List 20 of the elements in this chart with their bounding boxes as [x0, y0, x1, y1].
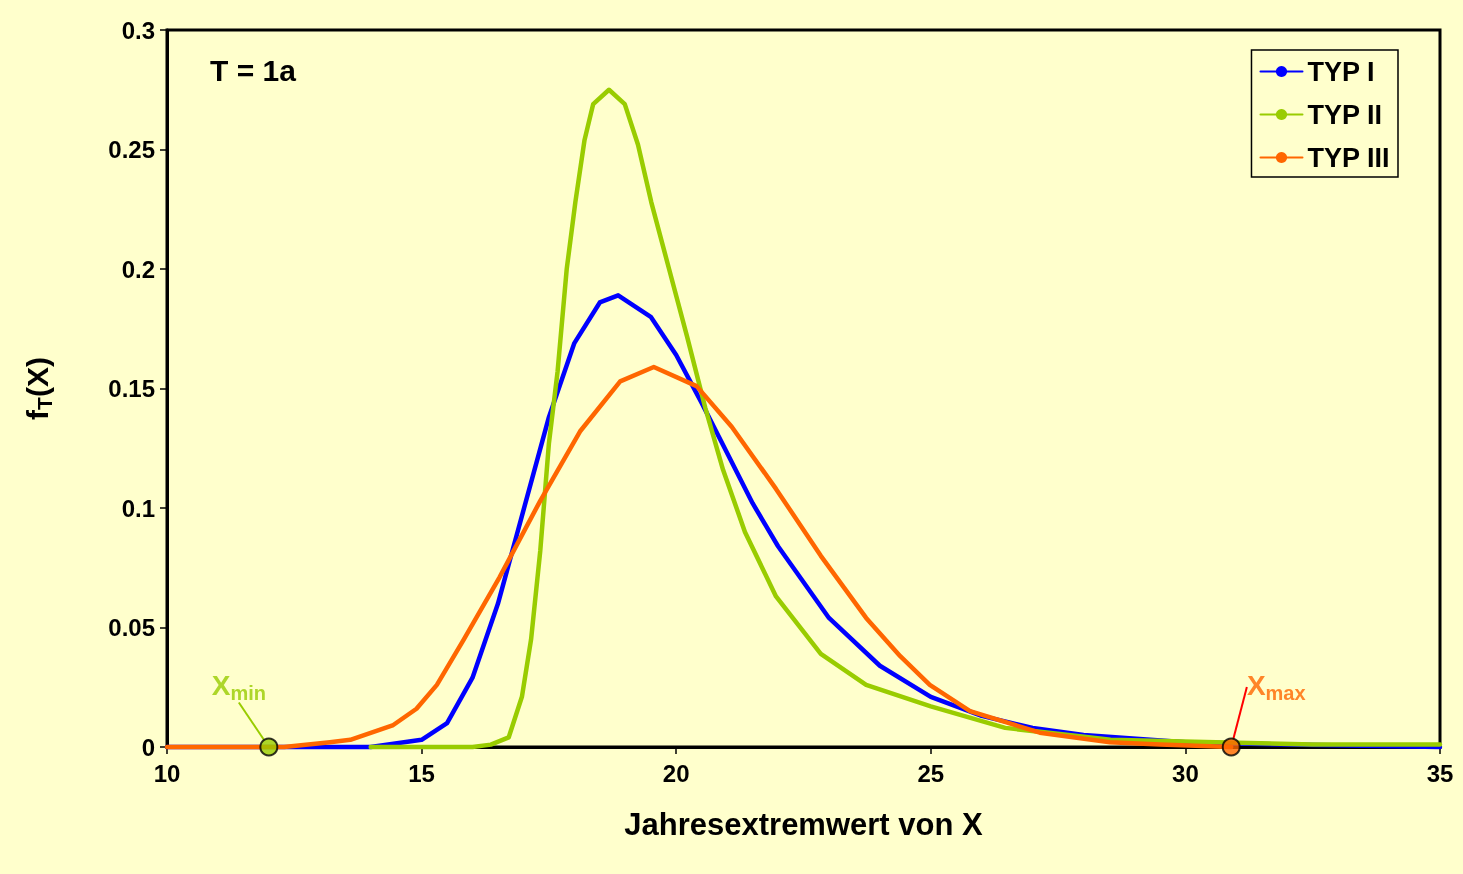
- y-tick-label: 0: [141, 733, 155, 761]
- y-axis-title: fT(X): [21, 357, 56, 420]
- y-tick-label: 0.3: [121, 16, 155, 44]
- y-tick-label: 0.25: [108, 136, 155, 163]
- y-tick-label: 0.1: [121, 494, 155, 522]
- legend-label: TYP I: [1307, 56, 1375, 87]
- x-tick-label: 20: [662, 759, 690, 787]
- x-tick-label: 30: [1172, 759, 1199, 787]
- y-tick-label: 0.2: [121, 255, 155, 283]
- x-tick-label: 35: [1426, 759, 1454, 787]
- legend-label: TYP II: [1307, 99, 1383, 130]
- annotation: T = 1a: [210, 53, 297, 87]
- y-tick-label: 0.05: [108, 614, 155, 641]
- line-series: [368, 87, 1443, 750]
- x-tick-label: 25: [917, 759, 945, 787]
- x-tick-label: 10: [153, 759, 181, 787]
- legend-label: TYP III: [1307, 142, 1390, 173]
- x-tick-label: 15: [408, 759, 435, 787]
- x-axis-title: Jahresextremwert von X: [624, 807, 984, 842]
- y-tick-label: 0.15: [108, 375, 155, 402]
